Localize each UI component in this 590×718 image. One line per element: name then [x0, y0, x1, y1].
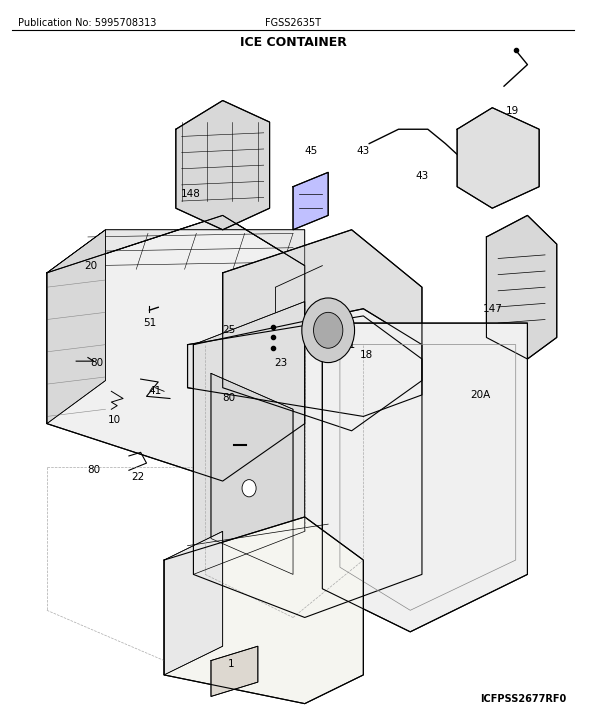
- Polygon shape: [457, 108, 539, 208]
- Polygon shape: [293, 172, 328, 230]
- Text: 10: 10: [108, 415, 121, 425]
- Text: FGSS2635T: FGSS2635T: [265, 18, 321, 28]
- Text: 43: 43: [415, 171, 428, 181]
- Polygon shape: [164, 517, 363, 704]
- Text: 43: 43: [357, 146, 370, 156]
- Text: 80: 80: [90, 358, 103, 368]
- Text: ICFPSS2677RF0: ICFPSS2677RF0: [481, 694, 567, 704]
- Polygon shape: [211, 373, 293, 574]
- Text: 148: 148: [181, 189, 201, 199]
- Polygon shape: [211, 646, 258, 696]
- Text: 147: 147: [483, 304, 502, 314]
- Text: 21: 21: [342, 340, 355, 350]
- Polygon shape: [222, 230, 422, 431]
- Text: 20A: 20A: [470, 390, 491, 400]
- Polygon shape: [194, 302, 305, 574]
- Text: ICE CONTAINER: ICE CONTAINER: [240, 36, 346, 49]
- Circle shape: [302, 298, 355, 363]
- Text: 23: 23: [275, 358, 288, 368]
- Text: 20: 20: [84, 261, 97, 271]
- Circle shape: [242, 480, 256, 497]
- Text: 80: 80: [87, 465, 100, 475]
- Polygon shape: [194, 309, 422, 617]
- Polygon shape: [47, 230, 106, 424]
- Text: 1: 1: [228, 659, 235, 669]
- Polygon shape: [176, 101, 270, 230]
- Text: Publication No: 5995708313: Publication No: 5995708313: [18, 18, 156, 28]
- Polygon shape: [47, 215, 305, 481]
- Circle shape: [313, 312, 343, 348]
- Polygon shape: [486, 215, 557, 359]
- Polygon shape: [47, 215, 305, 273]
- Text: 80: 80: [222, 393, 235, 404]
- Text: 22: 22: [131, 472, 145, 482]
- Polygon shape: [164, 531, 222, 675]
- Text: 51: 51: [143, 318, 156, 328]
- Text: 45: 45: [304, 146, 317, 156]
- Text: 41: 41: [149, 386, 162, 396]
- Text: 19: 19: [506, 106, 519, 116]
- Text: 25: 25: [222, 325, 235, 335]
- Polygon shape: [188, 316, 422, 416]
- Text: 18: 18: [360, 350, 373, 360]
- Polygon shape: [322, 323, 527, 632]
